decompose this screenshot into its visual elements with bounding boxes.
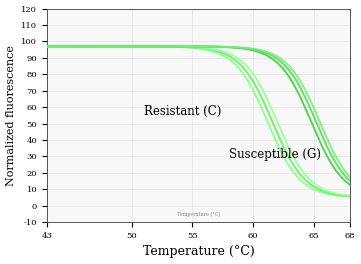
Y-axis label: Normalized fluorescence: Normalized fluorescence [5, 45, 16, 186]
Text: Susceptible (G): Susceptible (G) [229, 148, 321, 161]
X-axis label: Temperature (°C): Temperature (°C) [143, 246, 255, 258]
Text: Temperature (°C): Temperature (°C) [177, 211, 220, 217]
Text: Resistant (C): Resistant (C) [144, 105, 221, 118]
